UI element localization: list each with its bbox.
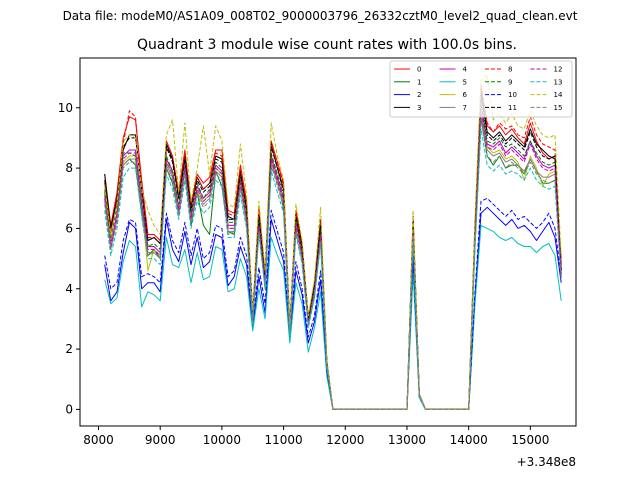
chart-title: Quadrant 3 module wise count rates with …: [137, 37, 517, 53]
series-line-13: [104, 128, 562, 410]
axes-frame: [79, 57, 577, 427]
series-line-10: [104, 197, 562, 410]
legend-label-7: 7: [463, 104, 467, 112]
x-tick-label: 13000: [388, 433, 426, 447]
legend-label-4: 4: [463, 66, 468, 74]
series-line-5: [104, 224, 562, 410]
legend-label-14: 14: [554, 91, 563, 99]
y-tick-label: 2: [65, 342, 73, 356]
legend-label-10: 10: [508, 91, 517, 99]
legend-label-9: 9: [508, 78, 512, 86]
plot-area: [79, 57, 577, 427]
legend-label-13: 13: [554, 78, 563, 86]
legend-label-6: 6: [463, 91, 468, 99]
y-axis: 0 2 4 6 8 10: [58, 101, 80, 416]
x-tick-label: 14000: [450, 433, 488, 447]
series-line-12: [104, 107, 562, 410]
x-axis: 8000 9000 10000 11000 12000 13000 14000 15000: [83, 426, 549, 447]
y-tick-label: 8: [65, 161, 73, 175]
legend-box: [389, 60, 573, 118]
legend-label-11: 11: [508, 104, 517, 112]
y-tick-label: 6: [65, 221, 73, 235]
x-tick-label: 15000: [511, 433, 549, 447]
legend-label-8: 8: [508, 66, 512, 74]
legend-label-15: 15: [554, 104, 563, 112]
y-tick-label: 0: [65, 402, 73, 416]
y-tick-label: 10: [58, 101, 73, 115]
x-tick-label: 8000: [83, 433, 114, 447]
x-tick-label: 10000: [203, 433, 241, 447]
series-line-9: [104, 98, 562, 410]
legend-label-0: 0: [417, 66, 421, 74]
legend-label-1: 1: [417, 78, 421, 86]
figure-suptitle: Data file: modeM0/AS1A09_008T02_90000037…: [63, 9, 578, 23]
series-line-15: [104, 119, 562, 410]
legend-label-2: 2: [417, 91, 421, 99]
legend-label-12: 12: [554, 66, 563, 74]
x-tick-label: 12000: [326, 433, 364, 447]
series-line-3: [104, 89, 562, 410]
legend-label-3: 3: [417, 104, 421, 112]
y-tick-label: 4: [65, 282, 73, 296]
x-tick-label: 9000: [145, 433, 176, 447]
series-line-0: [104, 86, 562, 410]
series-lines: [104, 74, 562, 410]
series-line-4: [104, 104, 562, 410]
series-line-2: [104, 206, 562, 410]
series-line-11: [104, 95, 562, 410]
series-line-8: [104, 83, 562, 410]
x-offset-label: +3.348e8: [517, 455, 576, 469]
x-tick-label: 11000: [264, 433, 302, 447]
legend-label-5: 5: [463, 78, 467, 86]
